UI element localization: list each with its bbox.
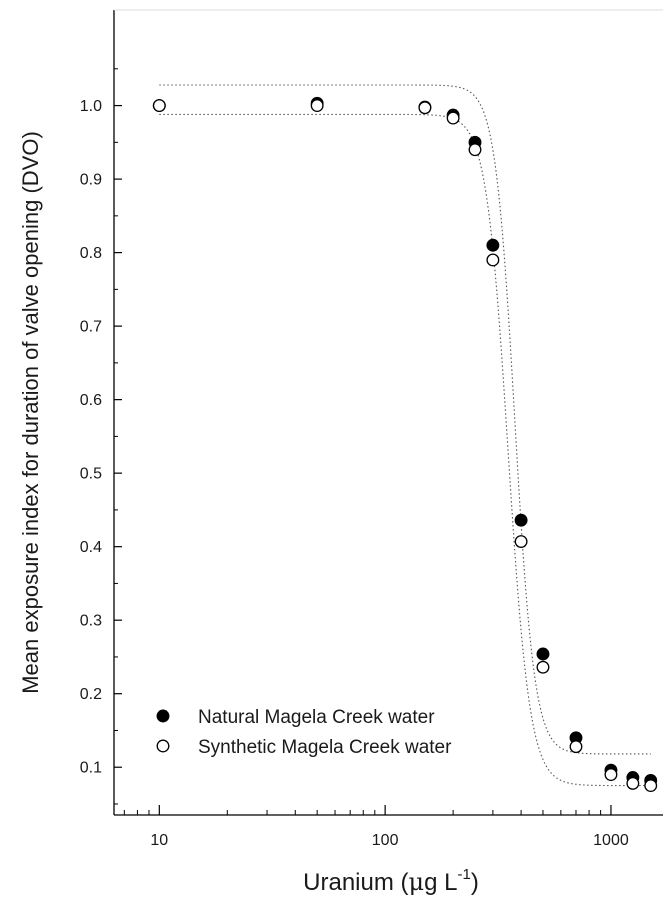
y-tick-label: 0.5 [80,466,102,483]
y-tick-label: 0.1 [80,760,102,777]
fit-curve [159,113,651,787]
synthetic-water-point [644,779,658,793]
y-tick-label: 0.6 [80,392,102,409]
fit-curve [159,84,651,755]
synthetic-water-point [418,101,432,115]
synthetic-water-point [486,253,500,267]
data-points [152,96,658,793]
legend-marker [156,709,170,723]
synthetic-water-point [468,143,482,157]
synthetic-water-point [536,660,550,674]
y-tick-label: 0.9 [80,172,102,189]
legend-marker [156,739,170,753]
natural-water-point [486,238,500,252]
axes: 0.1 0.2 0.3 0.4 0.5 0.6 0.7 0.8 0.9 1.0 10 100 1000 [80,9,663,849]
y-tick-label: 0.8 [80,245,102,262]
x-tick-label: 1000 [593,832,629,849]
synthetic-water-point [514,535,528,548]
y-tick-label: 0.4 [80,539,102,556]
synthetic-water-point [569,740,583,754]
x-axis-title: Uranium (μg L-1) [303,866,479,896]
y-tick-label: 1.0 [80,98,102,115]
synthetic-water-point [310,99,324,113]
x-tick-label: 10 [150,832,168,849]
axis-titles: Mean exposure index for duration of valv… [18,131,479,896]
legend-label: Synthetic Magela Creek water [198,737,452,758]
x-tick-label: 100 [372,832,399,849]
synthetic-water-point [446,111,460,125]
y-tick-label: 0.2 [80,686,102,703]
y-tick-label: 0.7 [80,319,102,336]
y-tick-label: 0.3 [80,613,102,630]
fit-curves [159,84,651,787]
y-axis-title: Mean exposure index for duration of valv… [18,131,43,694]
synthetic-water-point [604,768,618,782]
legend: Natural Magela Creek water Synthetic Mage… [156,707,452,758]
synthetic-water-point [152,99,166,113]
synthetic-water-point [626,776,640,790]
legend-label: Natural Magela Creek water [198,707,435,728]
natural-water-point [536,647,550,661]
natural-water-point [514,513,528,527]
